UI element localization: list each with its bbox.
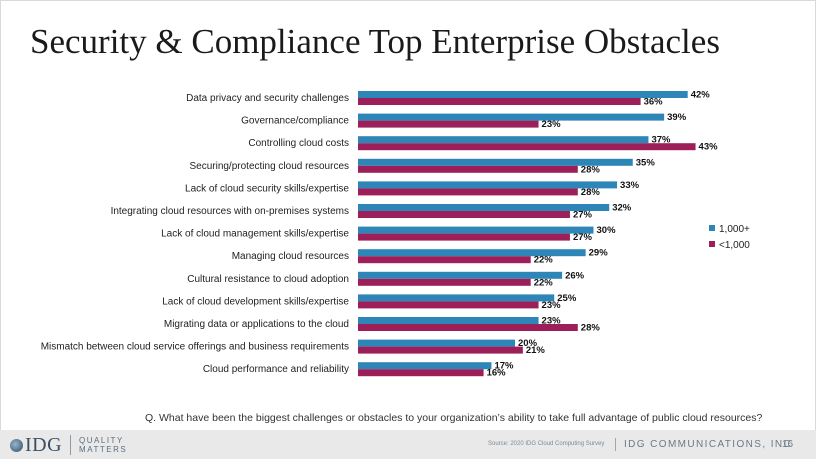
- bar: [358, 362, 492, 370]
- legend-label: 1,000+: [719, 224, 750, 235]
- bar: [358, 165, 578, 173]
- data-label: 37%: [651, 135, 671, 146]
- bar: [358, 233, 570, 241]
- tagline-line-2: MATTERS: [79, 445, 128, 454]
- category-label: Migrating data or applications to the cl…: [164, 319, 349, 330]
- company-name: IDG COMMUNICATIONS, INC: [624, 439, 793, 450]
- legend-swatch: [709, 241, 715, 247]
- bar: [358, 158, 633, 166]
- bar: [358, 278, 531, 286]
- category-label: Integrating cloud resources with on-prem…: [111, 206, 349, 217]
- bar: [358, 346, 523, 354]
- category-label: Securing/protecting cloud resources: [189, 161, 349, 172]
- data-label: 16%: [487, 368, 507, 379]
- data-label: 25%: [557, 293, 577, 304]
- bar: [358, 143, 696, 151]
- data-label: 28%: [581, 323, 601, 334]
- data-label: 28%: [581, 187, 601, 198]
- bar: [358, 301, 539, 309]
- category-label: Cultural resistance to cloud adoption: [187, 274, 349, 285]
- data-label: 29%: [589, 248, 609, 259]
- page-number: 16: [782, 439, 794, 450]
- bar: [358, 256, 531, 264]
- category-label: Mismatch between cloud service offerings…: [41, 342, 349, 353]
- data-label: 20%: [518, 338, 538, 349]
- bar: [358, 317, 539, 324]
- idg-logo: IDG QUALITY MATTERS: [10, 435, 127, 455]
- tagline-line-1: QUALITY: [79, 436, 124, 445]
- bar: [358, 181, 618, 189]
- data-label: 35%: [636, 157, 656, 168]
- data-label: 39%: [667, 112, 687, 123]
- category-label: Governance/compliance: [241, 116, 349, 127]
- category-label: Lack of cloud management skills/expertis…: [161, 229, 349, 240]
- slide-title: Security & Compliance Top Enterprise Obs…: [30, 22, 720, 61]
- legend-label: <1,000: [719, 240, 750, 251]
- logo-tagline: QUALITY MATTERS: [79, 436, 127, 454]
- bar: [358, 98, 641, 105]
- data-label: 32%: [612, 203, 632, 214]
- bar: [358, 91, 688, 98]
- data-label: 33%: [620, 180, 640, 191]
- bar: [358, 271, 563, 279]
- data-label: 28%: [581, 164, 601, 175]
- data-label: 22%: [534, 255, 554, 266]
- data-label: 27%: [573, 210, 593, 221]
- data-label: 22%: [534, 277, 554, 288]
- bar: [358, 294, 555, 302]
- legend-swatch: [709, 225, 715, 231]
- bar: [358, 120, 539, 128]
- data-label: 21%: [526, 345, 546, 356]
- bar: [358, 136, 649, 144]
- data-label: 42%: [691, 90, 711, 101]
- bar: [358, 204, 610, 211]
- category-label: Cloud performance and reliability: [203, 364, 349, 375]
- bar-chart: Data privacy and security challenges 42% 3…: [41, 90, 751, 379]
- bar: [358, 339, 515, 347]
- data-label: 30%: [597, 225, 617, 236]
- survey-question: Q. What have been the biggest challenges…: [145, 412, 763, 424]
- category-label: Controlling cloud costs: [248, 138, 349, 149]
- data-label: 43%: [699, 142, 719, 153]
- footer-bar: IDG QUALITY MATTERS Source: 2020 IDG Clo…: [0, 430, 816, 459]
- logo-divider: [70, 435, 72, 455]
- data-label: 17%: [494, 361, 514, 372]
- data-label: 36%: [644, 97, 664, 108]
- bar: [358, 249, 586, 257]
- category-label: Managing cloud resources: [232, 251, 349, 262]
- bar: [358, 369, 484, 377]
- data-label: 23%: [542, 300, 562, 311]
- bar: [358, 226, 594, 234]
- category-label: Lack of cloud security skills/expertise: [185, 183, 349, 194]
- source-note: Source: 2020 IDG Cloud Computing Survey: [488, 441, 605, 447]
- bar: [358, 324, 578, 331]
- data-label: 26%: [565, 270, 585, 281]
- category-label: Lack of cloud development skills/experti…: [162, 296, 349, 307]
- data-label: 23%: [542, 119, 562, 130]
- globe-icon: [10, 438, 23, 452]
- bar: [358, 113, 665, 121]
- footer-divider: [615, 438, 616, 451]
- category-label: Data privacy and security challenges: [186, 93, 349, 104]
- bar: [358, 211, 570, 218]
- data-label: 23%: [542, 316, 562, 327]
- logo-text: IDG: [25, 434, 63, 456]
- bar: [358, 188, 578, 196]
- data-label: 27%: [573, 232, 593, 243]
